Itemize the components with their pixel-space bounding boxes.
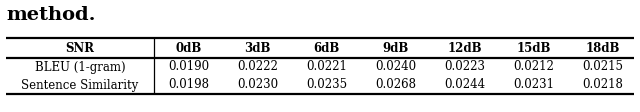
Text: 0.0190: 0.0190 (168, 60, 209, 73)
Text: 0.0244: 0.0244 (444, 79, 485, 92)
Text: BLEU (1-gram): BLEU (1-gram) (35, 60, 125, 73)
Text: 0.0223: 0.0223 (444, 60, 485, 73)
Text: 0dB: 0dB (175, 42, 202, 55)
Text: 6dB: 6dB (314, 42, 340, 55)
Text: 0.0198: 0.0198 (168, 79, 209, 92)
Text: method.: method. (6, 6, 95, 24)
Text: 0.0240: 0.0240 (375, 60, 416, 73)
Text: 0.0230: 0.0230 (237, 79, 278, 92)
Text: Sentence Similarity: Sentence Similarity (21, 79, 139, 92)
Text: 15dB: 15dB (516, 42, 550, 55)
Text: 0.0212: 0.0212 (513, 60, 554, 73)
Text: 0.0235: 0.0235 (306, 79, 347, 92)
Text: 3dB: 3dB (244, 42, 271, 55)
Text: 0.0215: 0.0215 (582, 60, 623, 73)
Text: 0.0221: 0.0221 (306, 60, 347, 73)
Text: 0.0268: 0.0268 (375, 79, 416, 92)
Text: 0.0218: 0.0218 (582, 79, 623, 92)
Text: 9dB: 9dB (382, 42, 408, 55)
Text: SNR: SNR (65, 42, 95, 55)
Text: 12dB: 12dB (447, 42, 482, 55)
Text: 0.0222: 0.0222 (237, 60, 278, 73)
Text: 0.0231: 0.0231 (513, 79, 554, 92)
Text: 18dB: 18dB (586, 42, 620, 55)
